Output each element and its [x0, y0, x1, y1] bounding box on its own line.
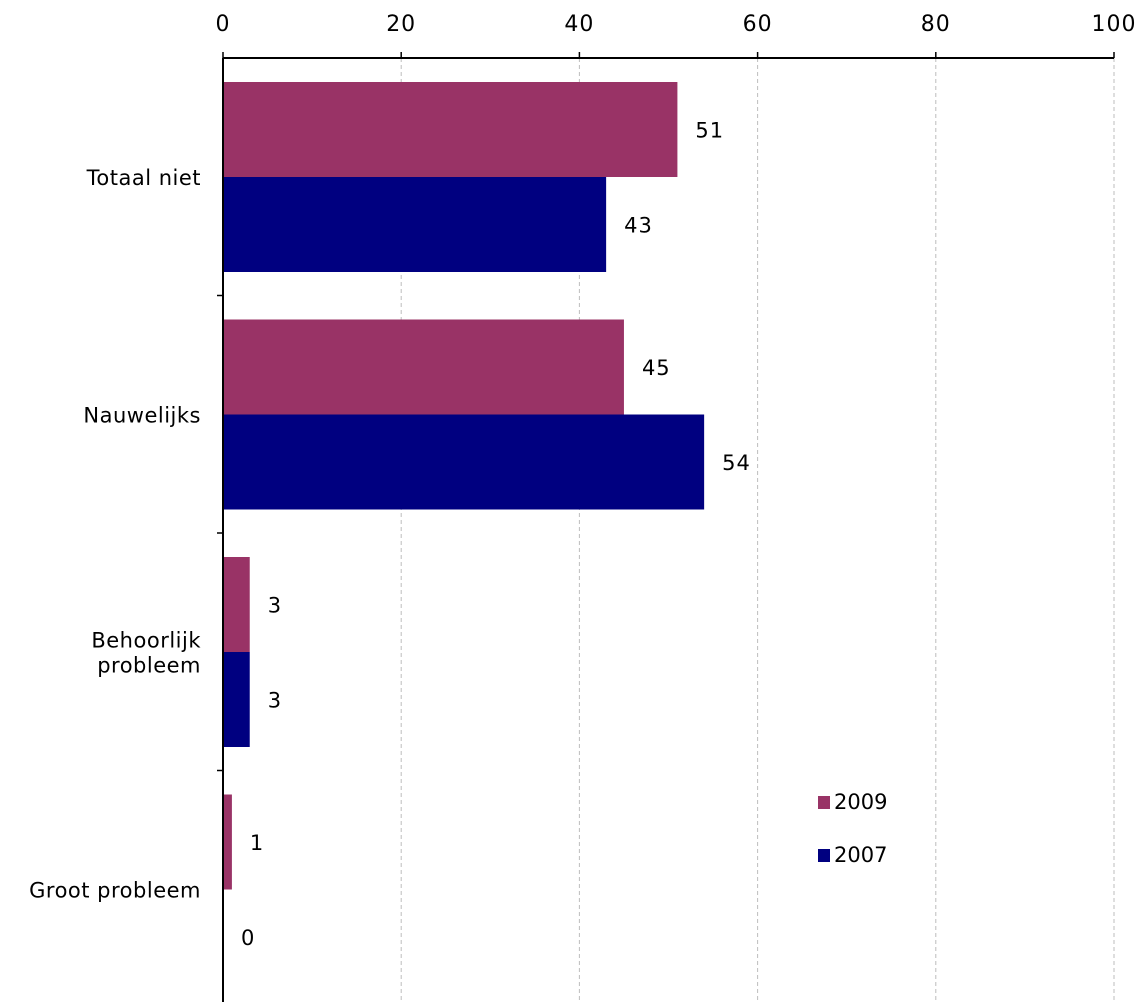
category-label-line: Nauwelijks — [83, 404, 201, 428]
x-tick-label-20: 20 — [386, 12, 416, 37]
x-tick-label-80: 80 — [921, 12, 951, 37]
bar-2009-1 — [223, 82, 678, 177]
x-tick-label-40: 40 — [564, 12, 594, 37]
category-label-line: Totaal niet — [86, 166, 201, 190]
data-label-2007-2: 54 — [722, 451, 751, 475]
data-label-2007-1: 43 — [624, 214, 653, 238]
data-label-2007-4: 0 — [241, 926, 255, 950]
category-label-line: Groot probleem — [29, 879, 201, 903]
bar-2007-3 — [223, 652, 250, 747]
x-tick-label-100: 100 — [1092, 12, 1137, 37]
category-label-2: Nauwelijks — [83, 404, 201, 428]
legend: 2009 2007 — [818, 790, 887, 867]
data-label-2009-2: 45 — [642, 356, 671, 380]
category-label-line: probleem — [97, 654, 201, 678]
category-label-4: Groot probleem — [29, 879, 201, 903]
bar-2007-1 — [223, 177, 607, 272]
bar-2007-2 — [223, 414, 705, 510]
bars — [223, 82, 705, 890]
x-tick-label-0: 0 — [216, 12, 231, 37]
bar-2009-3 — [223, 557, 250, 652]
axes — [217, 52, 1115, 1002]
category-label-1: Totaal niet — [86, 166, 201, 190]
legend-swatch-2009 — [818, 796, 830, 809]
bar-2009-2 — [223, 319, 624, 415]
legend-label-2009: 2009 — [834, 790, 887, 814]
bar-2009-4 — [223, 794, 232, 890]
data-label-2009-3: 3 — [268, 594, 282, 618]
category-label-3: Behoorlijk probleem — [91, 629, 201, 678]
legend-swatch-2007 — [818, 849, 830, 862]
legend-label-2007: 2007 — [834, 843, 887, 867]
data-label-2009-1: 51 — [695, 119, 724, 143]
data-label-2007-3: 3 — [268, 689, 282, 713]
category-label-line: Behoorlijk — [91, 629, 201, 653]
data-label-2009-4: 1 — [250, 831, 264, 855]
x-tick-label-60: 60 — [743, 12, 773, 37]
